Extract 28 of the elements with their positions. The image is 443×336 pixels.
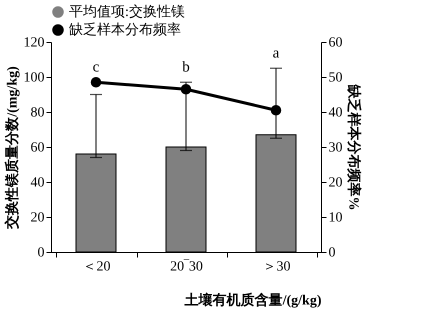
x-tick-label: ＜20 xyxy=(82,260,110,274)
y2-tick-label: 0 xyxy=(328,246,336,260)
annotation: c xyxy=(92,59,100,76)
y2-tick-label: 50 xyxy=(328,70,342,86)
y-tick-label: 40 xyxy=(30,176,44,190)
y2-axis-title: 缺乏样本分布频率% xyxy=(346,84,362,210)
y-tick-label: 80 xyxy=(30,106,44,120)
y2-tick-label: 10 xyxy=(328,210,342,226)
point xyxy=(270,105,282,116)
y2-tick-label: 60 xyxy=(328,36,342,50)
x-axis-title: 土壤有机质含量/(g/kg) xyxy=(184,292,322,308)
legend-label: 平均值项:交换性镁 xyxy=(69,4,185,20)
x-tick-label: ＞30 xyxy=(262,260,290,274)
y-tick-label: 100 xyxy=(24,70,44,86)
y2-tick-label: 30 xyxy=(328,140,342,156)
y2-tick-label: 40 xyxy=(328,106,342,120)
y-tick-label: 20 xyxy=(30,210,44,226)
y-tick-label: 60 xyxy=(30,140,44,156)
y-axis-title: 交换性镁质量分数/(mg/kg) xyxy=(4,66,20,230)
legend-label: 缺乏样本分布频率 xyxy=(69,22,181,38)
y2-tick-label: 20 xyxy=(328,176,342,190)
y-tick-label: 0 xyxy=(38,246,44,260)
y-tick-label: 120 xyxy=(24,36,44,50)
point xyxy=(90,77,102,88)
annotation: a xyxy=(272,45,280,62)
annotation: b xyxy=(182,59,190,76)
point xyxy=(180,84,192,94)
x-tick-label: 20‾30 xyxy=(170,258,203,274)
